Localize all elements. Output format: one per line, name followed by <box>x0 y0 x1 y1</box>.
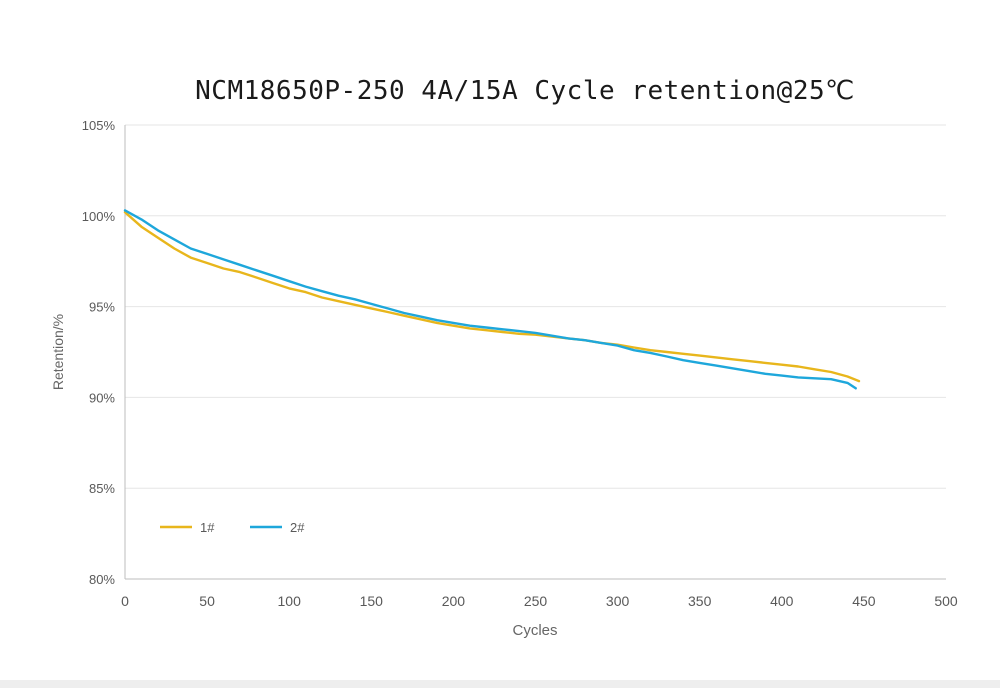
legend-label: 1# <box>200 520 215 535</box>
y-tick-label: 80% <box>89 572 115 587</box>
bottom-strip <box>0 680 1000 688</box>
grid-lines <box>124 124 946 580</box>
x-axis-label: Cycles <box>512 622 557 639</box>
y-tick-label: 90% <box>89 390 115 405</box>
series-line-1 <box>123 210 861 383</box>
x-tick-label: 400 <box>770 593 794 609</box>
legend-label: 2# <box>290 520 305 535</box>
y-tick-label: 95% <box>89 300 115 315</box>
x-tick-label: 300 <box>606 593 630 609</box>
legend: 1# 2# <box>160 520 305 535</box>
y-tick-label: 85% <box>89 481 115 496</box>
chart-title: NCM18650P-250 4A/15A Cycle retention@25℃ <box>195 76 855 106</box>
y-axis-label: Retention/% <box>50 314 66 390</box>
series-lines <box>123 209 861 390</box>
y-tick-label: 105% <box>82 118 116 133</box>
x-tick-label: 350 <box>688 593 712 609</box>
x-tick-label: 50 <box>199 593 215 609</box>
y-tick-labels: 80% 85% 90% 95% 100% 105% <box>82 118 116 587</box>
x-tick-label: 0 <box>121 593 129 609</box>
x-tick-label: 450 <box>852 593 876 609</box>
x-tick-label: 150 <box>360 593 384 609</box>
y-tick-label: 100% <box>82 209 116 224</box>
x-tick-label: 500 <box>934 593 958 609</box>
x-tick-label: 100 <box>278 593 302 609</box>
x-tick-labels: 0 50 100 150 200 250 300 350 400 450 500 <box>121 593 958 609</box>
x-tick-label: 250 <box>524 593 548 609</box>
series-line-2 <box>123 209 857 390</box>
x-tick-label: 200 <box>442 593 466 609</box>
